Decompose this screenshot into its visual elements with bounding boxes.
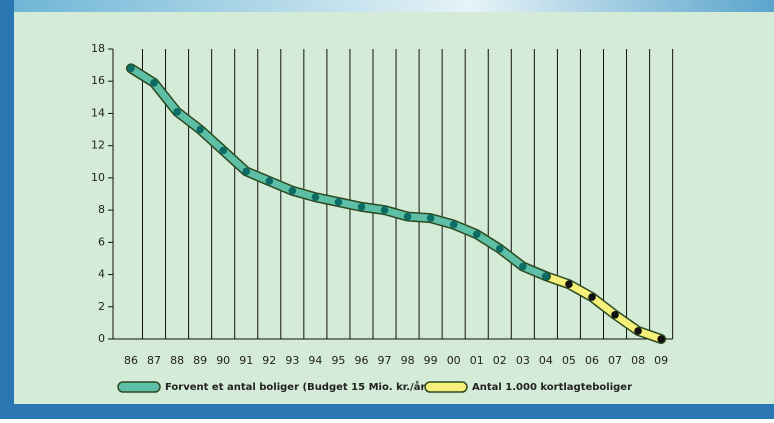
x-tick-label: 09 xyxy=(654,354,668,367)
x-tick-label: 90 xyxy=(216,354,230,367)
y-tick-label: 10 xyxy=(91,171,105,184)
x-tick-label: 87 xyxy=(147,354,161,367)
data-point xyxy=(219,146,227,155)
frame-top xyxy=(14,0,774,12)
x-tick-label: 94 xyxy=(308,354,322,367)
x-tick-label: 95 xyxy=(331,354,345,367)
data-point xyxy=(242,167,251,176)
x-tick-label: 03 xyxy=(516,354,530,367)
data-point xyxy=(150,79,158,87)
data-point xyxy=(288,186,297,195)
y-tick-label: 4 xyxy=(98,268,105,281)
legend-swatch xyxy=(117,381,161,393)
x-tick-label: 05 xyxy=(562,354,576,367)
y-tick-label: 16 xyxy=(91,74,105,87)
data-point xyxy=(380,206,389,214)
data-point xyxy=(357,203,366,211)
data-point xyxy=(519,262,527,271)
x-tick-label: 89 xyxy=(193,354,207,367)
x-tick-label: 88 xyxy=(170,354,184,367)
y-tick-label: 12 xyxy=(91,139,105,152)
legend-swatch xyxy=(424,381,468,393)
series-line xyxy=(542,272,665,343)
data-point xyxy=(196,125,204,134)
x-tick-label: 99 xyxy=(424,354,438,367)
data-point xyxy=(311,193,320,202)
data-point xyxy=(611,311,619,319)
data-point xyxy=(426,214,435,222)
x-tick-label: 91 xyxy=(239,354,253,367)
x-tick-label: 04 xyxy=(539,354,553,367)
data-point xyxy=(334,198,343,206)
y-tick-label: 0 xyxy=(98,332,105,345)
y-tick-label: 18 xyxy=(91,42,105,55)
data-point xyxy=(173,108,181,116)
x-tick-label: 92 xyxy=(262,354,276,367)
y-tick-label: 2 xyxy=(98,300,105,313)
x-tick-label: 97 xyxy=(378,354,392,367)
x-tick-label: 00 xyxy=(447,354,461,367)
data-point xyxy=(265,177,274,185)
y-tick-label: 8 xyxy=(98,203,105,216)
y-tick-label: 14 xyxy=(91,106,105,119)
legend-label: Forvent et antal boliger (Budget 15 Mio.… xyxy=(165,380,430,393)
x-tick-label: 08 xyxy=(631,354,645,367)
legend-label: Antal 1.000 kortlagteboliger xyxy=(472,382,632,393)
x-tick-label: 06 xyxy=(585,354,599,367)
data-point xyxy=(657,335,665,343)
x-tick-label: 86 xyxy=(124,354,138,367)
data-point xyxy=(542,272,550,280)
data-point xyxy=(403,212,412,221)
data-point xyxy=(588,293,596,301)
x-tick-label: 01 xyxy=(470,354,484,367)
data-point xyxy=(127,64,135,73)
data-point xyxy=(472,230,481,239)
x-tick-label: 02 xyxy=(493,354,507,367)
y-tick-label: 6 xyxy=(98,235,105,248)
x-tick-label: 93 xyxy=(285,354,299,367)
x-tick-label: 96 xyxy=(355,354,369,367)
data-point xyxy=(449,220,458,229)
data-point xyxy=(565,280,573,289)
data-point xyxy=(634,327,642,335)
x-tick-label: 98 xyxy=(401,354,415,367)
x-tick-label: 07 xyxy=(608,354,622,367)
data-point xyxy=(496,244,504,253)
